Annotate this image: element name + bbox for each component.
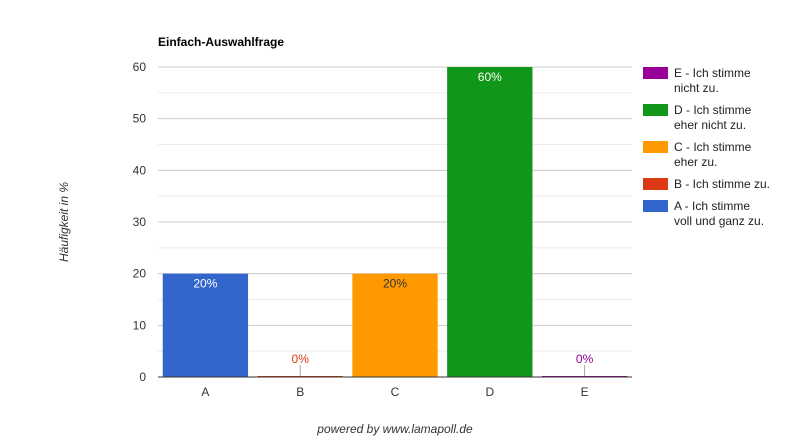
bars: 20% 0% 20% 60% 0% (162, 67, 628, 377)
legend-label: D - Ich stimme (674, 103, 752, 117)
legend-label: E - Ich stimme (674, 66, 751, 80)
bar-value-label: 0% (292, 352, 310, 366)
y-axis-label: Häufigkeit in % (57, 182, 71, 262)
bar-a (162, 273, 249, 377)
y-axis-ticks: 0 10 20 30 40 50 60 (133, 60, 147, 384)
legend-swatch (643, 141, 668, 153)
legend-label: voll und ganz zu. (674, 214, 764, 228)
legend-label: C - Ich stimme (674, 140, 752, 154)
y-tick-label: 40 (133, 163, 147, 177)
y-tick-label: 50 (133, 112, 147, 126)
x-tick-label: D (485, 385, 494, 399)
legend-swatch (643, 178, 668, 190)
bar-value-label: 20% (383, 277, 407, 291)
x-tick-label: E (581, 385, 589, 399)
legend-label: eher zu. (674, 155, 717, 169)
y-tick-label: 60 (133, 60, 147, 74)
legend-label: nicht zu. (674, 81, 719, 95)
bar-value-label: 60% (478, 70, 502, 84)
bar-value-label: 20% (193, 277, 217, 291)
y-tick-label: 10 (133, 318, 147, 332)
legend-label: eher nicht zu. (674, 118, 746, 132)
bar-value-label: 0% (576, 352, 594, 366)
x-tick-label: C (391, 385, 400, 399)
legend-swatch (643, 200, 668, 212)
x-tick-label: A (201, 385, 209, 399)
legend-label: A - Ich stimme (674, 199, 750, 213)
legend-swatch (643, 104, 668, 116)
legend-swatch (643, 67, 668, 79)
y-tick-label: 30 (133, 215, 147, 229)
bar-d (447, 67, 533, 377)
x-tick-label: B (296, 385, 304, 399)
y-tick-label: 20 (133, 267, 147, 281)
y-tick-label: 0 (139, 370, 146, 384)
legend-label: B - Ich stimme zu. (674, 177, 770, 191)
chart-title: Einfach-Auswahlfrage (158, 35, 284, 49)
x-axis-ticks: A B C D E (201, 385, 588, 399)
footer-credit: powered by www.lamapoll.de (316, 422, 473, 436)
bar-c (352, 273, 438, 377)
